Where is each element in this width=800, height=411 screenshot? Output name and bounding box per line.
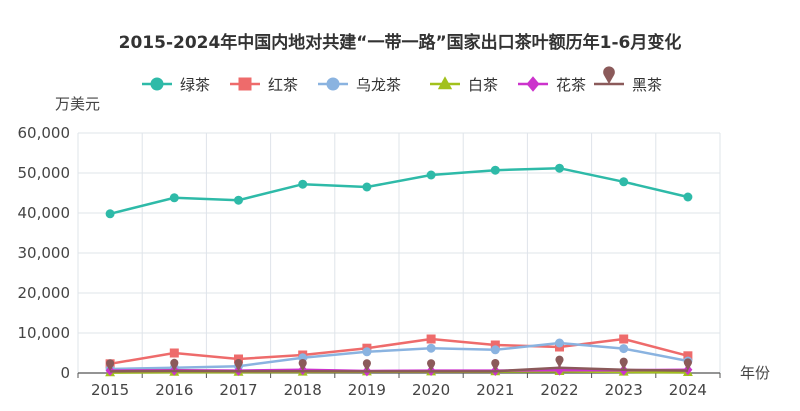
legend-label: 红茶 xyxy=(268,76,298,94)
series-group xyxy=(105,163,693,377)
x-tick-label: 2021 xyxy=(476,381,514,399)
data-point xyxy=(362,359,371,372)
series-line xyxy=(110,366,688,373)
data-point xyxy=(169,193,179,203)
legend-label: 黑茶 xyxy=(632,76,662,94)
x-tick-label: 2019 xyxy=(348,381,386,399)
legend-label: 绿茶 xyxy=(180,76,210,94)
data-point xyxy=(683,192,693,202)
data-point xyxy=(234,195,243,205)
data-point xyxy=(362,182,372,192)
data-point xyxy=(603,66,615,84)
y-tick-label: 60,000 xyxy=(18,124,71,142)
series-line xyxy=(110,341,689,371)
y-tick-label: 10,000 xyxy=(18,324,71,342)
legend-item[interactable]: 红茶 xyxy=(230,76,298,94)
data-point xyxy=(150,77,164,91)
data-point xyxy=(427,359,436,372)
series-line xyxy=(109,337,689,366)
series-0 xyxy=(105,163,693,219)
data-point xyxy=(619,334,629,344)
x-tick-label: 2022 xyxy=(540,381,578,399)
x-tick-label: 2016 xyxy=(155,381,193,399)
legend-label: 乌龙茶 xyxy=(356,76,401,94)
data-point xyxy=(106,359,115,372)
data-point xyxy=(105,209,115,219)
data-point xyxy=(555,163,564,173)
data-point xyxy=(490,165,500,175)
y-axis-ticks: 0 10,000 20,000 30,000 40,000 50,000 60,000 xyxy=(18,124,71,382)
x-tick-label: 2020 xyxy=(412,381,450,399)
data-point xyxy=(426,334,436,344)
x-tick-label: 2024 xyxy=(669,381,707,399)
x-axis-label: 年份 xyxy=(740,364,770,382)
data-point xyxy=(491,358,500,372)
data-point xyxy=(490,340,500,350)
data-point xyxy=(619,357,628,370)
legend-label: 白茶 xyxy=(468,76,498,94)
data-point xyxy=(326,77,340,91)
data-point xyxy=(298,358,307,372)
legend-item[interactable]: 白茶 xyxy=(430,76,498,94)
x-tick-label: 2018 xyxy=(284,381,322,399)
chart-title: 2015-2024年中国内地对共建“一带一路”国家出口茶叶额历年1-6月变化 xyxy=(119,32,682,53)
data-point xyxy=(169,348,179,358)
data-point xyxy=(298,179,308,189)
data-point xyxy=(555,355,564,368)
data-point xyxy=(526,76,540,92)
data-point xyxy=(683,351,693,361)
y-tick-label: 30,000 xyxy=(18,244,71,262)
y-tick-label: 20,000 xyxy=(18,284,71,302)
data-point xyxy=(170,358,179,371)
data-point xyxy=(619,344,629,354)
data-point xyxy=(683,358,692,371)
x-tick-label: 2023 xyxy=(605,381,643,399)
x-tick-label: 2017 xyxy=(219,381,257,399)
y-axis-label: 万美元 xyxy=(55,95,100,113)
data-point xyxy=(490,345,500,355)
legend: 绿茶 红茶 乌龙茶 白茶 花茶 黑茶 xyxy=(142,66,662,94)
y-tick-label: 50,000 xyxy=(18,164,71,182)
data-point xyxy=(426,170,436,180)
legend-label: 花茶 xyxy=(556,76,586,94)
x-axis-ticks: 2015 2016 2017 2018 2019 2020 2021 2022 2023 2024 xyxy=(91,381,707,399)
data-point xyxy=(619,177,629,187)
legend-item[interactable]: 绿茶 xyxy=(142,76,210,94)
x-tick-label: 2015 xyxy=(91,381,129,399)
data-point xyxy=(238,77,252,91)
data-point xyxy=(362,347,372,357)
data-point xyxy=(555,338,564,348)
y-tick-label: 0 xyxy=(60,364,70,382)
legend-item[interactable]: 花茶 xyxy=(518,76,586,94)
legend-item[interactable]: 乌龙茶 xyxy=(318,76,401,94)
data-point xyxy=(234,358,243,372)
legend-item[interactable]: 黑茶 xyxy=(594,66,662,94)
data-point xyxy=(437,76,453,90)
y-tick-label: 40,000 xyxy=(18,204,71,222)
series-line xyxy=(109,166,689,216)
data-point xyxy=(426,343,436,353)
series-5 xyxy=(106,355,692,373)
